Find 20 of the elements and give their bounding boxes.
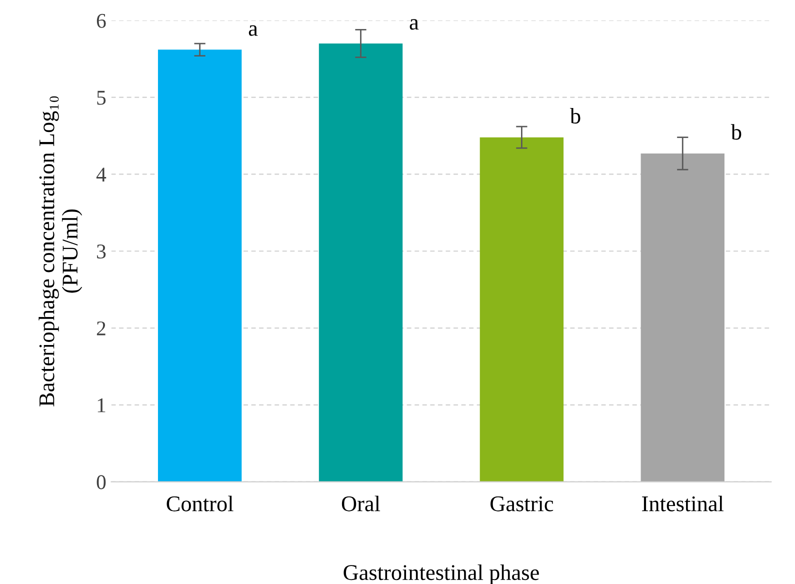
y-tick-label: 0: [96, 475, 106, 490]
y-tick-label: 4: [96, 168, 106, 182]
annotation: b: [730, 124, 742, 140]
bar: [480, 137, 564, 482]
y-tick-label: 1: [98, 398, 106, 412]
x-tick-label: Gastric: [490, 496, 554, 512]
annotation: a: [248, 25, 258, 36]
y-tick-label: 6: [96, 14, 106, 28]
y-tick-label: 2: [96, 321, 106, 336]
bar: [640, 153, 724, 482]
x-tick-label: Control: [166, 496, 234, 512]
annotation: a: [410, 19, 419, 30]
y-tick-label: 5: [97, 90, 106, 105]
y-axis-title: Bacteriophage concentration Log₁₀ (PFU/ml): [38, 96, 82, 406]
bar: [158, 50, 242, 482]
x-tick-label: Intestinal: [642, 496, 724, 512]
y-tick-label: 3: [97, 244, 106, 259]
x-tick-label: Oral: [342, 496, 380, 512]
annotation: b: [570, 108, 580, 124]
bar: [318, 44, 403, 482]
